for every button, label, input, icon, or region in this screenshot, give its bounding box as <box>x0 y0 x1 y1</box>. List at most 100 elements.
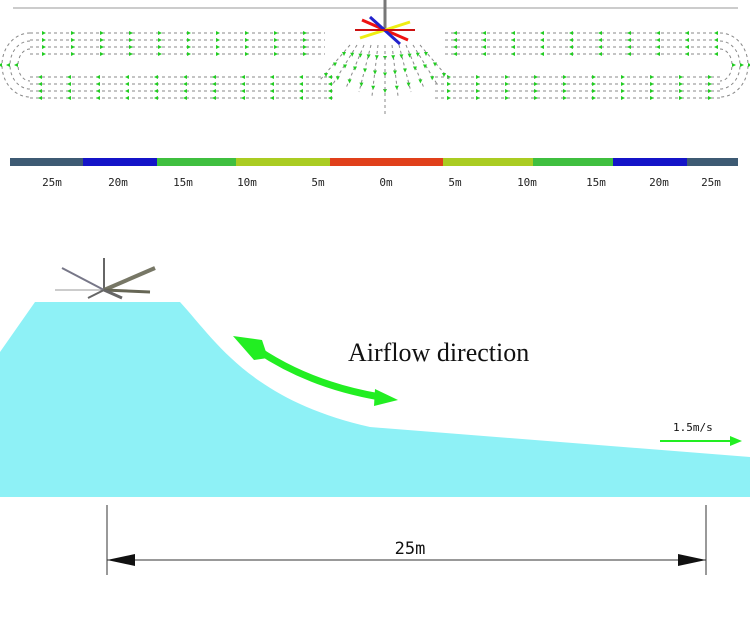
flow-arrow <box>714 38 718 42</box>
flow-arrow <box>333 62 337 67</box>
flow-arrow <box>563 89 567 93</box>
flow-arrow <box>38 96 42 100</box>
flow-arrow <box>241 75 245 79</box>
airflow-region <box>0 302 750 497</box>
flow-arrow <box>14 63 18 67</box>
flow-arrow <box>685 45 689 49</box>
flow-arrow <box>212 89 216 93</box>
distance-label: 25m <box>395 539 426 559</box>
flow-arrow <box>42 38 46 42</box>
flow-arrow <box>299 75 303 79</box>
flow-arrow <box>183 96 187 100</box>
flow-arrow <box>621 82 625 86</box>
flow-arrow <box>569 45 573 49</box>
flow-arrow <box>129 31 133 35</box>
flow-arrow <box>38 82 42 86</box>
flow-loop <box>719 40 741 90</box>
flow-arrow <box>187 38 191 42</box>
flow-arrow <box>100 31 104 35</box>
flow-loop <box>17 48 31 82</box>
flow-arrow <box>482 52 486 56</box>
flow-arrow <box>347 79 352 84</box>
flow-arrow <box>650 89 654 93</box>
flow-arrow <box>569 52 573 56</box>
flow-arrow <box>270 96 274 100</box>
scale-labels: 25m 20m 15m 10m 5m 0m 5m 10m 15m 20m 25m <box>42 176 721 189</box>
flow-arrow <box>540 52 544 56</box>
flow-arrow <box>505 89 509 93</box>
flow-arrow <box>359 82 364 87</box>
scale-label: 25m <box>42 176 62 189</box>
flow-arrow <box>732 63 736 67</box>
dimension <box>106 505 707 575</box>
flow-arrow <box>67 82 71 86</box>
flow-arrow <box>6 63 10 67</box>
flow-arrow <box>328 82 332 86</box>
flow-arrow <box>413 66 417 71</box>
flow-arrow <box>453 38 457 42</box>
flow-loop <box>719 48 733 82</box>
flow-arrow <box>67 75 71 79</box>
flow-arrow <box>447 96 451 100</box>
flow-arrow <box>453 31 457 35</box>
scale-label: 25m <box>701 176 721 189</box>
flow-arrow <box>656 52 660 56</box>
flow-arrow <box>303 38 307 42</box>
flow-arrow <box>299 96 303 100</box>
flow-arrow <box>569 38 573 42</box>
flow-arrow <box>708 96 712 100</box>
flow-arrow <box>245 52 249 56</box>
flow-arrow <box>0 63 2 67</box>
flow-arrow <box>366 54 371 59</box>
flow-arrow <box>621 75 625 79</box>
flow-arrow <box>505 75 509 79</box>
flow-arrow <box>212 75 216 79</box>
flow-arrow <box>328 96 332 100</box>
flow-arrow <box>563 75 567 79</box>
flow-arrow <box>540 45 544 49</box>
flow-arrow <box>154 96 158 100</box>
flow-arrow <box>299 89 303 93</box>
flow-arrow <box>407 53 412 58</box>
flow-arrow <box>563 96 567 100</box>
flow-arrow <box>71 52 75 56</box>
flow-arrow <box>96 89 100 93</box>
flow-arrow <box>67 89 71 93</box>
flow-arrow <box>299 82 303 86</box>
flow-arrow <box>274 45 278 49</box>
airflow-label: Airflow direction <box>348 338 529 367</box>
flow-arrow <box>592 96 596 100</box>
flow-arrow <box>335 76 340 81</box>
flow-arrow <box>328 89 332 93</box>
flow-arrow <box>627 31 631 35</box>
flow-arrow <box>216 45 220 49</box>
flow-arrow <box>391 55 396 60</box>
flow-arrow <box>274 38 278 42</box>
flow-loop <box>719 32 749 98</box>
speed-label: 1.5m/s <box>673 421 713 434</box>
flow-arrow <box>476 75 480 79</box>
flow-arrow <box>100 38 104 42</box>
flow-arrow <box>476 82 480 86</box>
flow-arrow <box>476 89 480 93</box>
flow-arrow <box>212 82 216 86</box>
flow-arrow <box>274 31 278 35</box>
flow-arrow <box>534 89 538 93</box>
flow-arrow <box>328 75 332 79</box>
flow-arrow <box>442 73 446 77</box>
flow-arrow <box>71 31 75 35</box>
flow-arrow <box>100 45 104 49</box>
flow-arrow <box>714 45 718 49</box>
flow-arrow <box>303 45 307 49</box>
fan <box>55 258 156 300</box>
flow-arrow <box>650 82 654 86</box>
flow-arrow <box>534 82 538 86</box>
flow-arrow <box>656 38 660 42</box>
flow-arrow <box>511 38 515 42</box>
flow-arrow <box>353 66 357 71</box>
flow-arrow <box>476 96 480 100</box>
flow-arrow <box>154 82 158 86</box>
flow-arrow <box>158 38 162 42</box>
flow-arrow <box>540 31 544 35</box>
flow-arrow <box>183 89 187 93</box>
